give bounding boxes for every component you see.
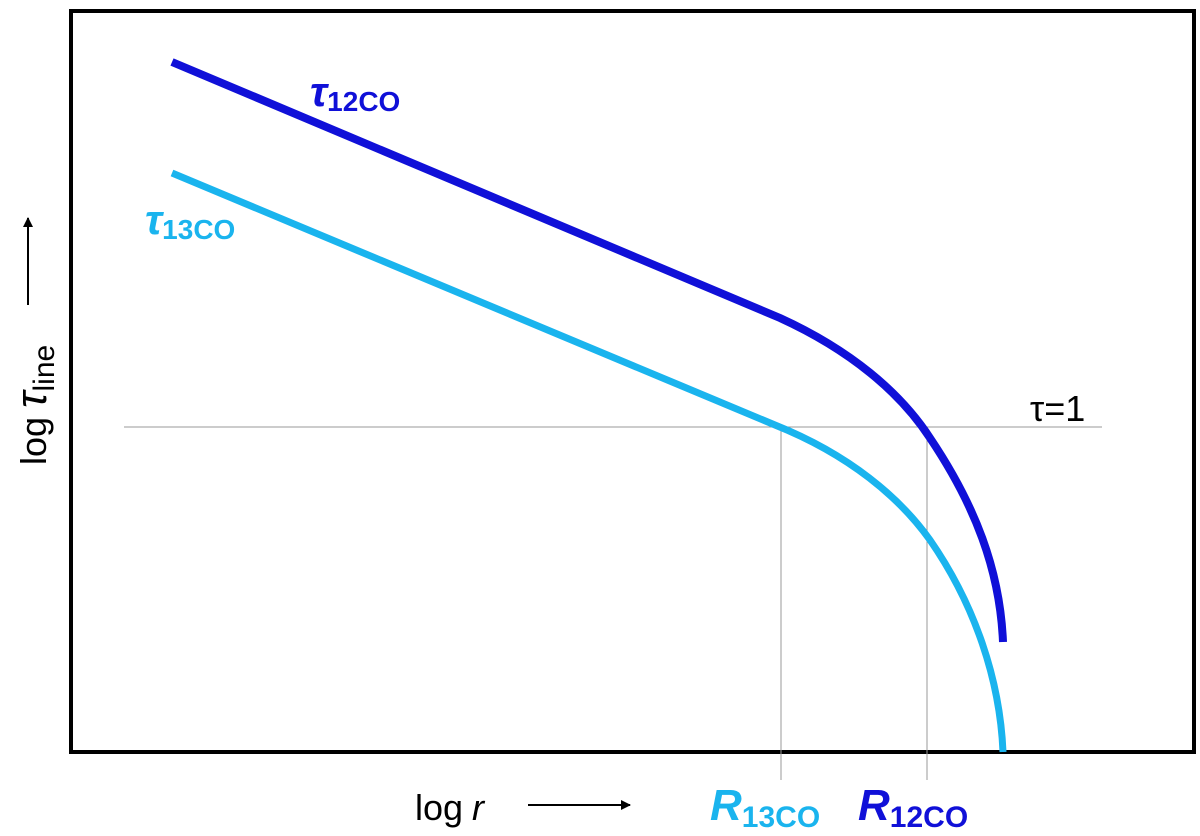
symbol: τ — [310, 68, 329, 115]
curve-12co — [170, 58, 1007, 643]
subscript: 12CO — [890, 801, 968, 834]
frame — [69, 9, 1196, 754]
symbol: τ — [7, 389, 56, 408]
curve-label: τ12CO — [310, 68, 400, 117]
threshold-label: τ=1 — [1030, 388, 1085, 429]
prefix: log — [415, 787, 463, 828]
y-axis-label: log τline — [7, 345, 61, 465]
radius-label: R12CO — [858, 781, 968, 834]
curve-13co — [170, 169, 1007, 753]
radius-label: R13CO — [710, 781, 820, 834]
subscript: 13CO — [162, 214, 235, 245]
curve-label: τ13CO — [145, 196, 235, 245]
x-axis-label: log r — [415, 787, 486, 828]
subscript: line — [28, 345, 61, 392]
subscript: 12CO — [327, 86, 400, 117]
symbol: τ — [145, 196, 164, 243]
subscript: 13CO — [742, 801, 820, 834]
symbol: R — [710, 781, 742, 830]
symbol: R — [858, 781, 890, 830]
symbol: r — [472, 787, 486, 828]
prefix: log — [13, 417, 54, 465]
